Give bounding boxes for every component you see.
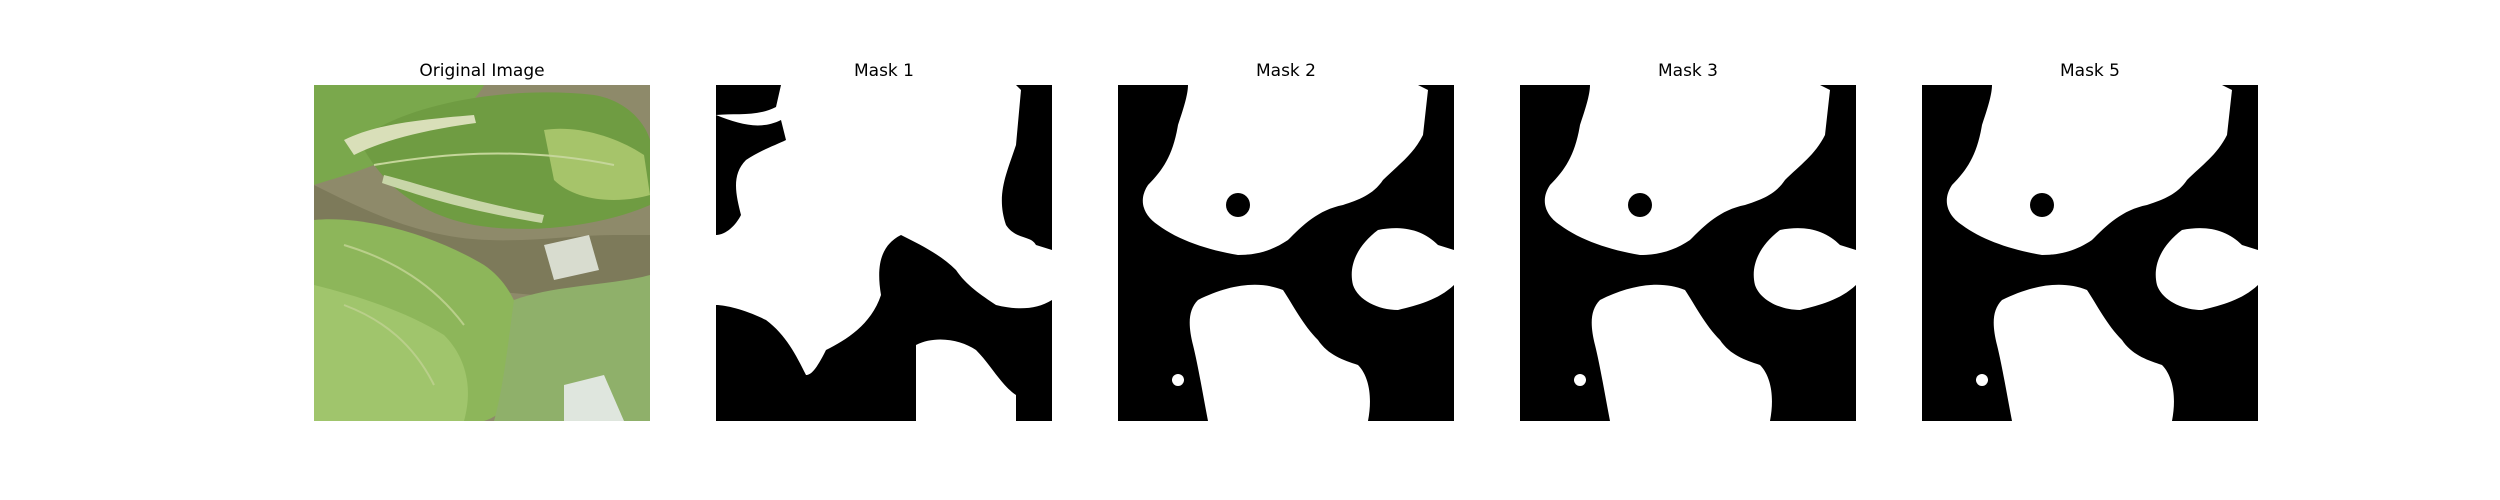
original-image-panel: Original Image xyxy=(314,57,650,421)
panel-title: Mask 5 xyxy=(2059,61,2120,81)
mask-5-image xyxy=(1922,85,2258,421)
mask-2-image xyxy=(1118,85,1454,421)
mask-3-image xyxy=(1520,85,1856,421)
mask-1-image xyxy=(716,85,1052,421)
mask-5-panel: Mask 5 xyxy=(1922,57,2258,421)
panel-title: Mask 2 xyxy=(1255,61,1316,81)
original-image xyxy=(314,85,650,421)
mask-2-panel: Mask 2 xyxy=(1118,57,1454,421)
mask-3-panel: Mask 3 xyxy=(1520,57,1856,421)
panel-title: Mask 1 xyxy=(853,61,914,81)
mask-1-panel: Mask 1 xyxy=(716,57,1052,421)
panel-title: Mask 3 xyxy=(1657,61,1718,81)
panel-title: Original Image xyxy=(419,61,545,81)
